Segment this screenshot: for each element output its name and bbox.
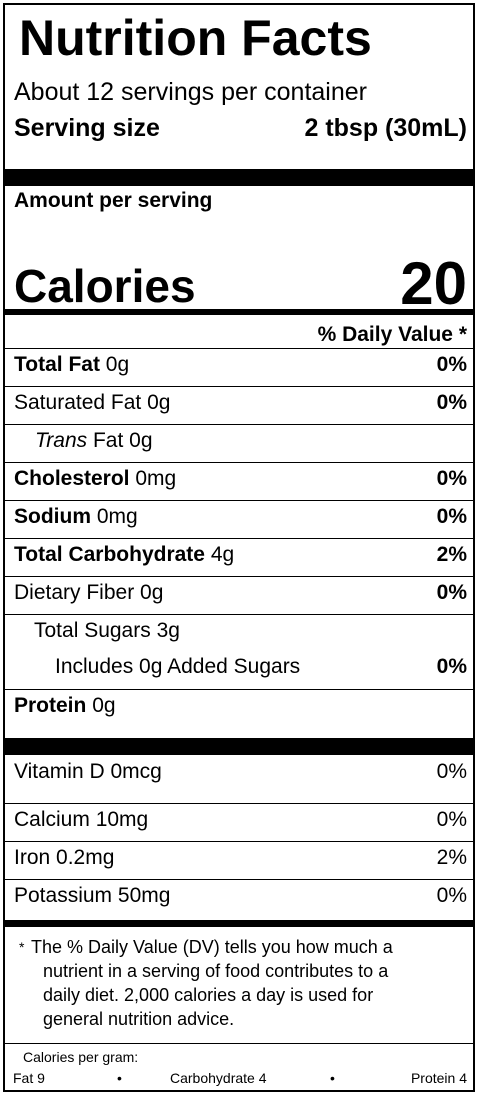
nutrient-amount: 0g: [147, 391, 171, 414]
servings-per-container: About 12 servings per container: [14, 78, 367, 106]
nutrient-name: Includes 0g Added Sugars: [55, 655, 301, 678]
nutrient-dv: 0%: [436, 353, 467, 376]
vitamin-name: Iron: [14, 846, 51, 869]
nutrition-label: Nutrition Facts About 12 servings per co…: [3, 3, 475, 1092]
row-divider: [5, 841, 473, 842]
calories-per-gram-carbohydrate: Carbohydrate 4: [170, 1070, 267, 1086]
footnote-line: nutrient in a serving of food contribute…: [43, 961, 389, 981]
nutrient-amount: 0g: [140, 581, 164, 604]
row-divider: [5, 614, 473, 615]
nutrient-row-trans-fat: Trans Fat 0g: [5, 424, 473, 462]
calories-per-gram-fat: Fat 9: [13, 1070, 45, 1086]
calories-per-gram-protein: Protein 4: [410, 1070, 467, 1086]
vitamin-dv: 0%: [436, 884, 467, 907]
row-divider: [5, 1043, 473, 1044]
nutrient-name: Total Carbohydrate: [14, 543, 205, 566]
nutrient-row-cholesterol: Cholesterol 0mg 0%: [5, 462, 473, 500]
row-divider: [5, 462, 473, 463]
bullet-separator: •: [117, 1070, 122, 1086]
row-divider: [5, 803, 473, 804]
nutrient-row-total-sugars: Total Sugars 3g: [5, 614, 473, 652]
vitamin-name: Potassium: [14, 884, 113, 907]
nutrient-row-total-fat: Total Fat 0g 0%: [5, 348, 473, 386]
nutrient-name: Cholesterol: [14, 467, 130, 490]
nutrient-amount: 0g: [105, 353, 130, 376]
row-divider: [5, 348, 473, 349]
nutrient-amount: 0mg: [135, 467, 177, 490]
nutrient-row-protein: Protein 0g: [5, 689, 473, 727]
nutrient-dv: 0%: [436, 467, 467, 490]
nutrient-row-added-sugars: Includes 0g Added Sugars 0%: [5, 650, 473, 688]
nutrient-amount: 0g: [92, 694, 116, 717]
nutrient-amount: 3g: [156, 619, 180, 642]
nutrient-name: Total Sugars: [34, 619, 151, 642]
vitamin-name: Vitamin D: [14, 760, 105, 783]
footnote-star: *: [19, 939, 25, 955]
calories-label: Calories: [14, 260, 196, 312]
vitamin-amount: 10mg: [95, 808, 149, 831]
vitamin-amount: 0mcg: [110, 760, 162, 783]
vitamin-row-vitamin-d: Vitamin D 0mcg 0%: [5, 755, 473, 793]
amount-per-serving: Amount per serving: [14, 189, 213, 212]
nutrient-row-total-carbohydrate: Total Carbohydrate 4g 2%: [5, 538, 473, 576]
nutrient-dv: 0%: [436, 505, 467, 528]
bullet-separator: •: [330, 1070, 335, 1086]
nutrient-amount: 4g: [210, 543, 235, 566]
row-divider: [5, 386, 473, 387]
vitamin-row-iron: Iron 0.2mg 2%: [5, 841, 473, 879]
row-divider: [5, 538, 473, 539]
row-divider: [5, 879, 473, 880]
thick-divider: [5, 738, 473, 755]
nutrient-dv: 0%: [436, 581, 467, 604]
nutrient-amount: 0mg: [96, 505, 138, 528]
nutrient-row-dietary-fiber: Dietary Fiber 0g 0%: [5, 576, 473, 614]
nutrient-name: Protein: [14, 694, 87, 717]
row-divider: [5, 689, 473, 690]
medium-divider: [5, 309, 473, 315]
nutrient-name: Total Fat: [14, 353, 100, 376]
vitamin-name: Calcium: [14, 808, 90, 831]
serving-size-label: Serving size: [14, 114, 160, 142]
nutrient-dv: 0%: [436, 391, 467, 414]
vitamin-row-calcium: Calcium 10mg 0%: [5, 803, 473, 841]
vitamin-amount: 0.2mg: [56, 846, 115, 869]
footnote-line: The % Daily Value (DV) tells you how muc…: [31, 937, 393, 957]
row-divider: [5, 500, 473, 501]
calories-value: 20: [400, 250, 467, 317]
row-divider: [5, 576, 473, 577]
nutrient-dv: 0%: [436, 655, 467, 678]
nutrient-row-saturated-fat: Saturated Fat 0g 0%: [5, 386, 473, 424]
label-title: Nutrition Facts: [19, 10, 372, 66]
nutrient-name: Saturated Fat: [14, 391, 142, 414]
calories-per-gram-label: Calories per gram:: [23, 1049, 139, 1065]
thick-divider: [5, 169, 473, 186]
vitamin-dv: 2%: [436, 846, 467, 869]
nutrient-dv: 2%: [436, 543, 467, 566]
nutrient-name: Trans: [35, 429, 88, 452]
vitamin-amount: 50mg: [117, 884, 171, 907]
footnote-line: general nutrition advice.: [43, 1009, 235, 1029]
vitamin-dv: 0%: [436, 808, 467, 831]
row-divider: [5, 424, 473, 425]
medium-divider: [5, 920, 473, 927]
footnote-line: daily diet. 2,000 calories a day is used…: [43, 985, 374, 1005]
daily-value-footnote: * The % Daily Value (DV) tells you how m…: [19, 935, 449, 1031]
nutrient-name: Dietary Fiber: [14, 581, 135, 604]
nutrient-name: Sodium: [14, 505, 91, 528]
vitamin-dv: 0%: [436, 760, 467, 783]
vitamin-row-potassium: Potassium 50mg 0%: [5, 879, 473, 917]
daily-value-header: % Daily Value *: [317, 323, 467, 346]
nutrient-amount: Fat 0g: [92, 429, 153, 452]
serving-size-value: 2 tbsp (30mL): [304, 114, 467, 142]
nutrient-row-sodium: Sodium 0mg 0%: [5, 500, 473, 538]
